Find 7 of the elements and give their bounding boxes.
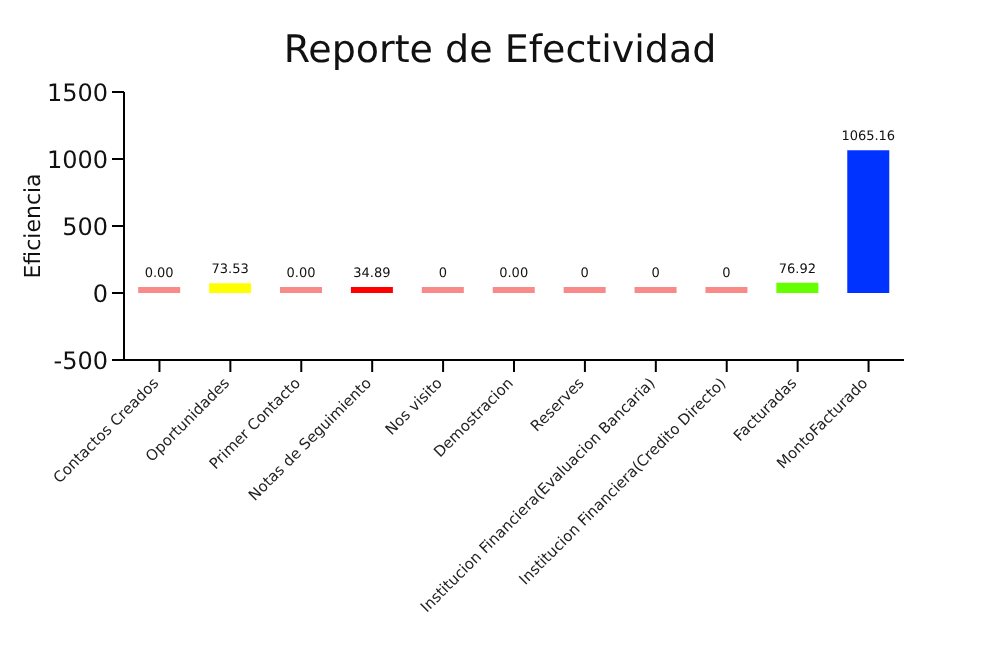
y-tick-label: 500 <box>62 212 108 241</box>
chart-title: Reporte de Efectividad <box>281 28 719 72</box>
y-tick-label: 0 <box>92 279 108 308</box>
y-axis-title: Eficiencia <box>19 173 46 279</box>
y-tick-label: 1500 <box>46 78 108 107</box>
y-tick-label: -500 <box>53 346 108 375</box>
y-tick-label: 1000 <box>46 145 108 174</box>
